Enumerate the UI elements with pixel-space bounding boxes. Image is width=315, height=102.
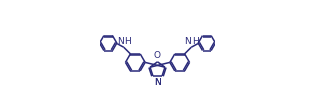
Text: N: N <box>184 37 191 46</box>
Text: O: O <box>154 51 161 60</box>
Text: H: H <box>192 37 198 46</box>
Text: N: N <box>154 78 161 87</box>
Text: N: N <box>154 78 161 87</box>
Text: N: N <box>117 37 123 46</box>
Text: H: H <box>124 37 131 46</box>
